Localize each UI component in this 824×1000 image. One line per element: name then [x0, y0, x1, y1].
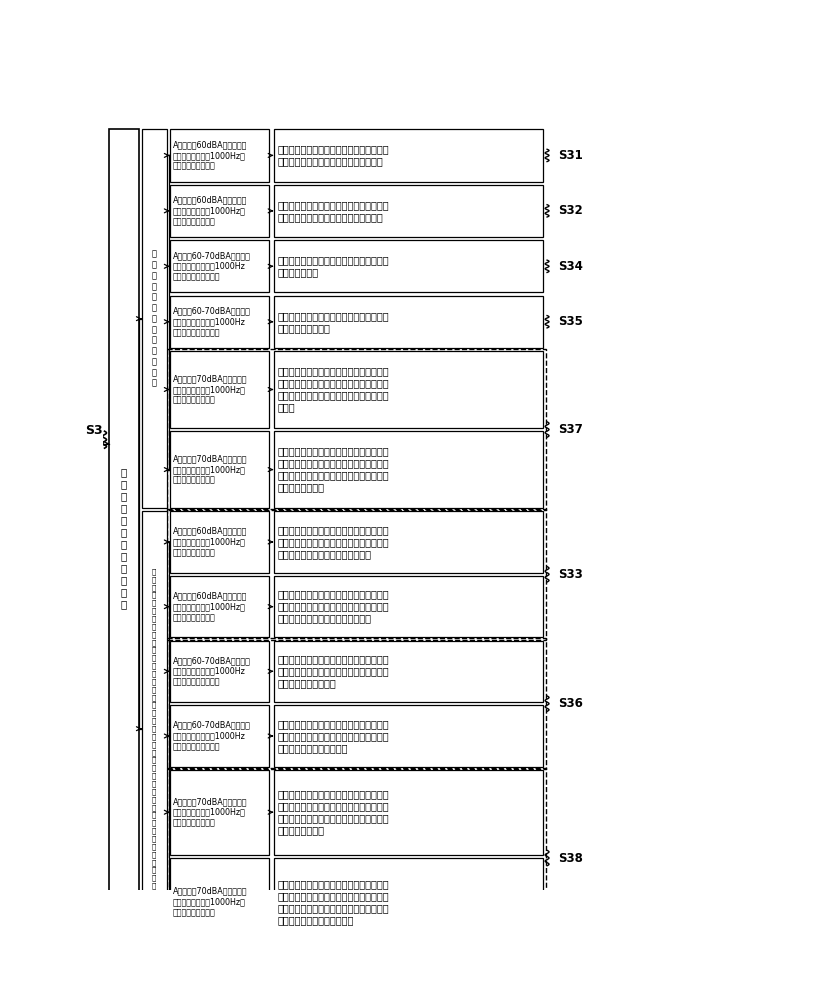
Text: 在燃气调压箱内壁的五个面满贴第一吸声材
料、燃气调压箱内地面满贴第二吸声材料: 在燃气调压箱内壁的五个面满贴第一吸声材 料、燃气调压箱内地面满贴第二吸声材料 — [278, 144, 389, 166]
Text: S32: S32 — [558, 204, 583, 217]
Text: 在燃气调压箱内壁的五个面满贴重质材料，
在燃气调压箱外部壁面满贴第一吸音材料、
燃气调压箱内地面满贴第二吸音材料: 在燃气调压箱内壁的五个面满贴重质材料， 在燃气调压箱外部壁面满贴第一吸音材料、 … — [278, 525, 389, 559]
Bar — [274, 770, 543, 855]
Text: A声级大于70dBA、噪声能量
偏向于中高频段（1000Hz三
分之一倍频程以上）: A声级大于70dBA、噪声能量 偏向于中高频段（1000Hz三 分之一倍频程以上… — [173, 454, 247, 485]
Text: A声级大于70dBA、噪声能量
偏向于中低频段（1000Hz三
分之一倍频程以下）: A声级大于70dBA、噪声能量 偏向于中低频段（1000Hz三 分之一倍频程以下… — [173, 887, 247, 917]
Text: A声级小于60dBA、噪声能量
偏向于中高频段（1000Hz三
分之一倍频程以上）: A声级小于60dBA、噪声能量 偏向于中高频段（1000Hz三 分之一倍频程以上… — [173, 527, 247, 557]
Text: S37: S37 — [558, 423, 583, 436]
Bar — [170, 240, 269, 292]
Text: S36: S36 — [558, 697, 583, 710]
Bar — [167, 768, 545, 949]
Text: 燃
气
调
压
箱
的
声
品
质
的
优
化: 燃 气 调 压 箱 的 声 品 质 的 优 化 — [121, 467, 127, 609]
Text: 在燃气调压箱内壁的五个面满贴并加装重质
材料，在燃气调压箱体外部壁面覆盖安装第
六吸声材料和外护隔声材料: 在燃气调压箱内壁的五个面满贴并加装重质 材料，在燃气调压箱体外部壁面覆盖安装第 … — [278, 719, 389, 753]
Text: 在燃气调压箱内壁的五个面满贴重质材料和
第三吸声材料、燃气调压箱内地面满贴第四
吸声材料，在燃气调压箱外部壁面覆盖安装
第六吸声材料和外护隔声材料: 在燃气调压箱内壁的五个面满贴重质材料和 第三吸声材料、燃气调压箱内地面满贴第四 … — [278, 879, 389, 925]
Bar — [142, 511, 166, 946]
Bar — [274, 576, 543, 637]
Bar — [274, 641, 543, 702]
Text: A声级大于70dBA、噪声能量
偏向于中高频段（1000Hz三
分之一倍频程以上）: A声级大于70dBA、噪声能量 偏向于中高频段（1000Hz三 分之一倍频程以上… — [173, 797, 247, 827]
Bar — [274, 129, 543, 182]
Bar — [274, 431, 543, 508]
Text: 在燃气调压箱内壁的五个面满贴第三吸声材
料、燃气调压箱内地面满贴第四吸声材料，
在燃气调压箱外部壁面覆盖安装第六吸声材
料和外护隔声材料: 在燃气调压箱内壁的五个面满贴第三吸声材 料、燃气调压箱内地面满贴第四吸声材料， … — [278, 447, 389, 493]
Bar — [170, 431, 269, 508]
Bar — [170, 129, 269, 182]
Bar — [110, 129, 138, 946]
Text: A声级在60-70dBA、噪声能
量偏向于中低频段（1000Hz
三分之一倍频程以下）: A声级在60-70dBA、噪声能 量偏向于中低频段（1000Hz 三分之一倍频程… — [173, 306, 250, 337]
Text: 在燃气调压箱内壁的五个面满贴第三吸声材
料、燃气调压箱内地面满贴第四吸声材料: 在燃气调压箱内壁的五个面满贴第三吸声材 料、燃气调压箱内地面满贴第四吸声材料 — [278, 200, 389, 222]
Text: A声级在60-70dBA、噪声能
量偏向于中高频段（1000Hz
三分之一倍频程以上）: A声级在60-70dBA、噪声能 量偏向于中高频段（1000Hz 三分之一倍频程… — [173, 656, 250, 687]
Text: 在燃气调压箱体外部壁面覆盖安装第六吸声
材料和外护隔声材料: 在燃气调压箱体外部壁面覆盖安装第六吸声 材料和外护隔声材料 — [278, 311, 389, 333]
Bar — [170, 576, 269, 637]
Bar — [274, 351, 543, 428]
Text: A声级小于60dBA、噪声能量
偏向于中低频段（1000Hz三
分之一倍频程以下）: A声级小于60dBA、噪声能量 偏向于中低频段（1000Hz三 分之一倍频程以下… — [173, 196, 247, 226]
Text: S31: S31 — [558, 149, 583, 162]
Text: S35: S35 — [558, 315, 583, 328]
Text: S38: S38 — [558, 852, 583, 865]
Text: A声级在60-70dBA、噪声能
量偏向于中高频段（1000Hz
三分之一倍频程以上）: A声级在60-70dBA、噪声能 量偏向于中高频段（1000Hz 三分之一倍频程… — [173, 251, 250, 282]
Bar — [274, 240, 543, 292]
Text: 在燃气调压箱体外部壁面覆盖安装第六吸声
材料和外护材料: 在燃气调压箱体外部壁面覆盖安装第六吸声 材料和外护材料 — [278, 255, 389, 277]
Bar — [170, 296, 269, 348]
Bar — [274, 858, 543, 946]
Text: 在燃气调压箱内壁的五个面满贴并加装重质
材料，在燃气调压箱体外部壁面覆盖安装第
六吸声材料和外护材料: 在燃气调压箱内壁的五个面满贴并加装重质 材料，在燃气调压箱体外部壁面覆盖安装第 … — [278, 654, 389, 688]
Text: 噪
声
由
燃
气
调
压
管
线
系
统
自
身
以
及
燃
气
调
压
箱
结
构
和
燃
气
调
压
箱
内
调
压
管
线
之
间
刚
性
连
接
产
: 噪 声 由 燃 气 调 压 管 线 系 统 自 身 以 及 燃 气 调 压 箱 … — [152, 568, 157, 889]
Text: A声级在60-70dBA、噪声能
量偏向于中低频段（1000Hz
三分之一倍频程以下）: A声级在60-70dBA、噪声能 量偏向于中低频段（1000Hz 三分之一倍频程… — [173, 721, 250, 751]
Text: 在燃气调压箱内壁的五个面满贴重质材料和
第一吸声材料、燃气调压箱内地面满贴第二
吸声材料，在箱体外部壁面覆盖安装第六吸
声材料和外护材料: 在燃气调压箱内壁的五个面满贴重质材料和 第一吸声材料、燃气调压箱内地面满贴第二 … — [278, 789, 389, 835]
Text: A声级小于60dBA、噪声能量
偏向于中低频段（1000Hz三
分之一倍频程以下）: A声级小于60dBA、噪声能量 偏向于中低频段（1000Hz三 分之一倍频程以下… — [173, 591, 247, 622]
Text: 在燃气调压箱内壁的五个面满贴重质材料，
在燃气调压箱外部壁面满贴第三吸音材料、
燃气调压箱内地面满贴第四吸音材料: 在燃气调压箱内壁的五个面满贴重质材料， 在燃气调压箱外部壁面满贴第三吸音材料、 … — [278, 590, 389, 624]
Text: S33: S33 — [558, 568, 583, 581]
Text: 噪
声
由
燃
气
调
压
管
线
系
统
产
生: 噪 声 由 燃 气 调 压 管 线 系 统 产 生 — [152, 250, 157, 388]
Text: 在燃气调压箱内壁的五个面满贴第一吸声材
料、燃气调压箱内地面满贴第二吸声材料，
在箱体外部壁面覆盖安装第六吸声材料和外
护材料: 在燃气调压箱内壁的五个面满贴第一吸声材 料、燃气调压箱内地面满贴第二吸声材料， … — [278, 366, 389, 412]
Bar — [274, 296, 543, 348]
Text: A声级小于60dBA、噪声能量
偏向于中高频段（1000Hz三
分之一倍频程以上）: A声级小于60dBA、噪声能量 偏向于中高频段（1000Hz三 分之一倍频程以上… — [173, 140, 247, 171]
Bar — [274, 185, 543, 237]
Text: S3: S3 — [85, 424, 102, 437]
Bar — [167, 638, 545, 769]
Text: S34: S34 — [558, 260, 583, 273]
Bar — [274, 705, 543, 767]
Bar — [274, 511, 543, 573]
Bar — [142, 129, 166, 508]
Bar — [170, 185, 269, 237]
Text: A声级大于70dBA、噪声能量
偏向于中高频段（1000Hz三
分之一倍频程以上）: A声级大于70dBA、噪声能量 偏向于中高频段（1000Hz三 分之一倍频程以上… — [173, 374, 247, 405]
Bar — [170, 351, 269, 428]
Bar — [167, 349, 545, 510]
Bar — [170, 511, 269, 573]
Bar — [170, 770, 269, 855]
Bar — [167, 509, 545, 640]
Bar — [170, 858, 269, 946]
Bar — [170, 705, 269, 767]
Bar — [170, 641, 269, 702]
